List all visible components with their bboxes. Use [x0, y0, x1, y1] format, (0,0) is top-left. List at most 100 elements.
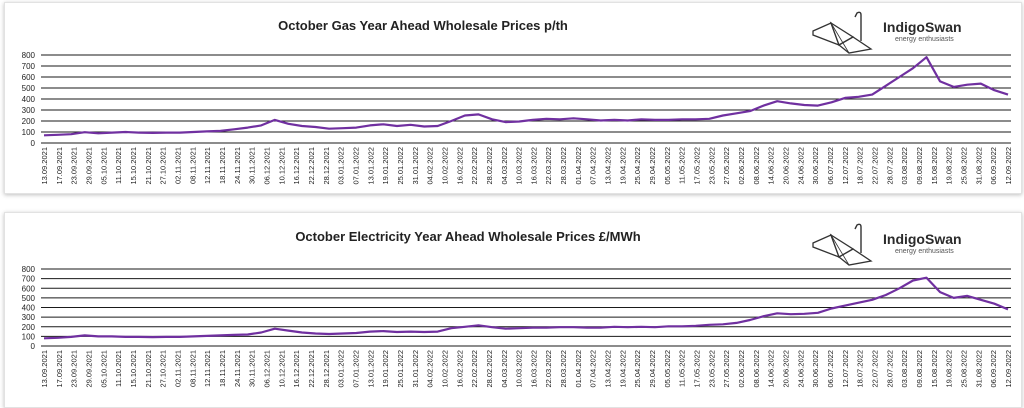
gas-x-tick-label: 02.11.2021	[173, 147, 182, 184]
electricity-x-tick-label: 18.11.2021	[218, 350, 227, 387]
electricity-x-tick-label: 06.07.2022	[826, 350, 835, 388]
electricity-x-tick-label: 24.06.2022	[796, 350, 805, 388]
gas-x-tick-label: 25.08.2022	[960, 147, 969, 185]
gas-x-tick-label: 28.12.2021	[322, 147, 331, 185]
gas-x-tick-label: 28.02.2022	[485, 147, 494, 185]
gas-y-tick-label: 800	[22, 51, 36, 60]
electricity-x-tick-label: 08.11.2021	[188, 350, 197, 387]
electricity-x-tick-label: 08.06.2022	[752, 350, 761, 388]
electricity-y-tick-label: 700	[22, 275, 36, 284]
gas-chart-panel: October Gas Year Ahead Wholesale Prices …	[4, 2, 1022, 194]
gas-x-tick-label: 19.01.2022	[381, 147, 390, 185]
electricity-x-tick-label: 27.10.2021	[159, 350, 168, 388]
electricity-x-tick-label: 25.04.2022	[633, 350, 642, 388]
electricity-x-tick-label: 30.06.2022	[811, 350, 820, 388]
electricity-x-tick-label: 22.12.2021	[307, 350, 316, 388]
swan-logo-icon	[812, 223, 873, 266]
electricity-y-tick-label: 800	[22, 265, 36, 274]
brand-tagline: energy enthusiasts	[895, 36, 954, 43]
gas-x-tick-label: 07.04.2022	[589, 147, 598, 185]
gas-x-tick-label: 17.05.2022	[693, 147, 702, 185]
gas-x-tick-label: 04.02.2022	[426, 147, 435, 185]
electricity-x-tick-label: 16.02.2022	[455, 350, 464, 388]
gas-y-tick-label: 200	[22, 117, 36, 126]
electricity-x-tick-label: 12.11.2021	[203, 350, 212, 387]
gas-x-tick-label: 14.06.2022	[767, 147, 776, 185]
electricity-x-tick-label: 21.10.2021	[144, 350, 153, 388]
gas-x-tick-label: 11.05.2022	[678, 147, 687, 184]
gas-x-tick-label: 23.05.2022	[707, 147, 716, 185]
gas-price-line	[43, 56, 1009, 137]
brand-logo: IndigoSwan energy enthusiasts	[811, 9, 981, 59]
electricity-y-tick-label: 400	[22, 304, 36, 313]
electricity-x-tick-label: 16.03.2022	[529, 350, 538, 388]
gas-x-tick-label: 30.11.2021	[248, 147, 257, 184]
gas-x-tick-label: 13.04.2022	[604, 147, 613, 185]
gas-x-tick-label: 10.03.2022	[515, 147, 524, 185]
gas-x-tick-label: 28.03.2022	[559, 147, 568, 185]
electricity-chart-title: October Electricity Year Ahead Wholesale…	[295, 229, 641, 244]
electricity-x-tick-label: 02.06.2022	[737, 350, 746, 388]
gas-x-tick-label: 03.08.2022	[900, 147, 909, 185]
electricity-x-tick-label: 10.02.2022	[440, 350, 449, 388]
gas-y-tick-label: 700	[22, 62, 36, 71]
gas-y-tick-label: 300	[22, 106, 36, 115]
gas-chart-title: October Gas Year Ahead Wholesale Prices …	[278, 18, 568, 33]
gas-x-tick-label: 08.11.2021	[188, 147, 197, 184]
electricity-x-tick-label: 06.12.2021	[262, 350, 271, 388]
electricity-x-tick-label: 07.01.2022	[351, 350, 360, 388]
gas-x-tick-label: 22.02.2022	[470, 147, 479, 185]
electricity-chart-panel: October Electricity Year Ahead Wholesale…	[4, 212, 1022, 408]
gas-x-tick-label: 25.01.2022	[396, 147, 405, 185]
electricity-x-tick-label: 12.09.2022	[1004, 350, 1013, 388]
electricity-y-tick-label: 500	[22, 294, 36, 303]
electricity-x-tick-label: 30.11.2021	[248, 350, 257, 387]
electricity-x-tick-label: 29.09.2021	[84, 350, 93, 388]
gas-x-tick-label: 16.12.2021	[292, 147, 301, 185]
gas-x-tick-label: 20.06.2022	[782, 147, 791, 185]
gas-x-tick-label: 13.01.2022	[366, 147, 375, 185]
electricity-x-tick-label: 28.02.2022	[485, 350, 494, 388]
electricity-x-tick-label: 16.12.2021	[292, 350, 301, 388]
gas-x-tick-label: 18.11.2021	[218, 147, 227, 184]
gas-x-tick-label: 16.03.2022	[529, 147, 538, 185]
electricity-x-tick-label: 19.01.2022	[381, 350, 390, 388]
electricity-y-tick-label: 300	[22, 313, 36, 322]
electricity-x-tick-label: 03.01.2022	[337, 350, 346, 388]
electricity-x-tick-label: 17.09.2021	[55, 350, 64, 388]
gas-x-tick-label: 08.06.2022	[752, 147, 761, 185]
gas-x-tick-label: 25.04.2022	[633, 147, 642, 185]
electricity-x-tick-label: 10.03.2022	[515, 350, 524, 388]
electricity-y-tick-label: 0	[31, 342, 36, 351]
electricity-x-tick-label: 15.08.2022	[930, 350, 939, 388]
electricity-x-tick-label: 04.02.2022	[426, 350, 435, 388]
electricity-x-tick-label: 07.04.2022	[589, 350, 598, 388]
brand-logo: IndigoSwan energy enthusiasts	[811, 221, 981, 271]
gas-x-tick-label: 24.11.2021	[233, 147, 242, 184]
gas-x-tick-label: 31.08.2022	[974, 147, 983, 185]
gas-x-tick-label: 27.05.2022	[722, 147, 731, 185]
gas-x-tick-label: 29.04.2022	[648, 147, 657, 185]
gas-y-tick-label: 500	[22, 84, 36, 93]
electricity-x-tick-label: 04.03.2022	[500, 350, 509, 388]
gas-x-tick-label: 17.09.2021	[55, 147, 64, 185]
electricity-x-tick-label: 25.01.2022	[396, 350, 405, 388]
gas-x-tick-label: 16.02.2022	[455, 147, 464, 185]
gas-x-tick-label: 12.07.2022	[841, 147, 850, 185]
electricity-x-tick-label: 19.04.2022	[618, 350, 627, 388]
electricity-x-tick-label: 17.05.2022	[693, 350, 702, 388]
gas-x-tick-label: 22.07.2022	[871, 147, 880, 185]
electricity-x-tick-label: 28.03.2022	[559, 350, 568, 388]
gas-x-tick-label: 09.08.2022	[915, 147, 924, 185]
electricity-x-tick-label: 29.04.2022	[648, 350, 657, 388]
gas-x-tick-label: 29.09.2021	[84, 147, 93, 185]
electricity-x-tick-label: 22.02.2022	[470, 350, 479, 388]
electricity-x-tick-label: 24.11.2021	[233, 350, 242, 387]
electricity-y-tick-label: 100	[22, 332, 36, 341]
gas-x-tick-label: 24.06.2022	[796, 147, 805, 185]
electricity-x-tick-label: 05.05.2022	[663, 350, 672, 388]
gas-x-tick-label: 30.06.2022	[811, 147, 820, 185]
electricity-x-tick-label: 18.07.2022	[856, 350, 865, 388]
electricity-x-tick-label: 25.08.2022	[960, 350, 969, 388]
gas-x-tick-label: 03.01.2022	[337, 147, 346, 185]
